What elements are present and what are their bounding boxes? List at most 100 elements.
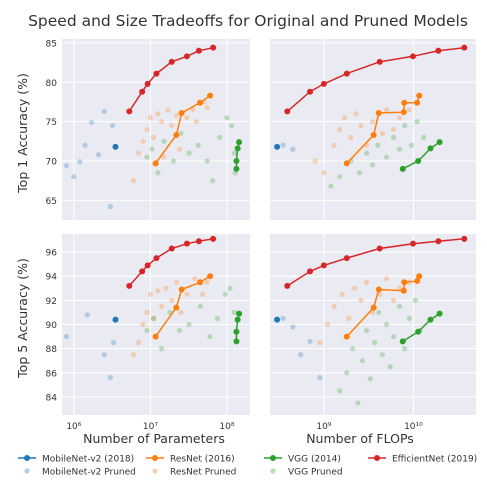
data-point-vgg-pruned: [408, 142, 415, 148]
data-point-mobilenet-pruned: [307, 338, 313, 344]
data-point-vgg-pruned: [375, 142, 381, 148]
series-mobilenet-pruned: [63, 108, 116, 210]
data-point-resnet-pruned: [169, 297, 175, 303]
data-point-resnet-pruned: [331, 142, 337, 148]
data-point-resnet-pruned: [184, 115, 190, 121]
data-point-vgg-pruned: [412, 297, 418, 303]
series-resnet-pruned: [130, 99, 210, 184]
data-point-mobilenet-pruned: [101, 108, 107, 114]
data-point-vgg: [236, 139, 243, 146]
data-point-efficientnet: [435, 47, 442, 54]
data-point-vgg-pruned: [328, 183, 334, 189]
data-point-resnet-pruned: [383, 107, 390, 113]
data-point-vgg-pruned: [337, 174, 343, 180]
data-point-vgg-pruned: [214, 315, 220, 322]
data-point-resnet-pruned: [169, 122, 175, 129]
data-point-resnet-pruned: [358, 122, 364, 129]
y-tick-label: 84: [46, 393, 58, 403]
data-point-efficientnet: [144, 262, 151, 269]
data-point-vgg-pruned: [227, 285, 233, 291]
data-point-efficientnet: [139, 268, 146, 275]
data-point-vgg: [436, 139, 443, 146]
legend-label: ResNet Pruned: [170, 468, 236, 478]
data-point-resnet-pruned: [190, 107, 196, 113]
panel-params-top1: 85 80 75 70 65: [46, 39, 250, 220]
data-point-vgg-pruned: [176, 327, 183, 334]
data-point-vgg-pruned: [144, 154, 150, 160]
series-mobilenet: [112, 143, 119, 150]
data-point-vgg-pruned: [155, 170, 161, 176]
data-point-vgg: [427, 145, 434, 152]
legend-label: VGG (2014): [288, 455, 341, 465]
series-resnet: [152, 273, 214, 340]
data-point-mobilenet-pruned: [290, 324, 296, 330]
legend-point-marker: [270, 455, 276, 461]
data-point-efficientnet: [343, 255, 350, 262]
data-point-resnet-pruned: [321, 170, 327, 176]
data-point-resnet-pruned: [331, 303, 337, 309]
data-point-mobilenet-pruned: [280, 142, 286, 148]
data-point-vgg-pruned: [414, 119, 420, 125]
data-point-resnet: [173, 132, 180, 139]
data-point-mobilenet-pruned: [63, 333, 70, 340]
data-point-vgg-pruned: [204, 158, 210, 164]
data-point-vgg: [233, 165, 240, 172]
data-point-resnet: [152, 160, 159, 167]
data-point-resnet-pruned: [135, 340, 142, 346]
data-point-resnet: [401, 99, 408, 106]
legend-dot-marker: [270, 468, 276, 474]
series-mobilenet-pruned: [280, 142, 296, 152]
legend-item: VGG Pruned: [270, 468, 343, 478]
data-point-resnet: [343, 160, 350, 167]
data-point-vgg: [233, 157, 240, 164]
data-point-mobilenet: [112, 316, 119, 323]
legend-item: MobileNet-v2 (2018): [18, 455, 134, 465]
data-point-efficientnet: [284, 282, 291, 289]
data-point-efficientnet: [410, 53, 417, 60]
data-point-vgg: [399, 338, 406, 345]
data-point-mobilenet: [274, 143, 281, 150]
chart-title: Speed and Size Tradeoffs for Original an…: [28, 12, 468, 30]
series-vgg: [233, 310, 243, 345]
data-point-resnet-pruned: [155, 288, 161, 294]
data-point-vgg-pruned: [383, 154, 390, 160]
data-point-resnet-pruned: [140, 138, 146, 144]
data-point-vgg-pruned: [390, 134, 397, 140]
data-point-efficientnet: [153, 70, 160, 77]
legend-item: ResNet Pruned: [152, 468, 236, 478]
data-point-mobilenet-pruned: [107, 204, 113, 210]
x-axis-label-right: Number of FLOPs: [306, 431, 414, 446]
data-point-efficientnet: [126, 282, 133, 289]
data-point-efficientnet: [320, 80, 327, 87]
legend-label: MobileNet-v2 (2018): [42, 455, 134, 465]
series-vgg-pruned: [144, 285, 237, 352]
data-point-resnet: [416, 92, 423, 99]
legend-label: EfficientNet (2019): [392, 455, 477, 465]
data-point-efficientnet: [461, 235, 468, 242]
data-point-vgg-pruned: [364, 150, 370, 156]
legend-dot-marker: [152, 468, 158, 474]
legend-item: EfficientNet (2019): [368, 455, 477, 465]
data-point-efficientnet: [195, 238, 202, 245]
data-point-vgg-pruned: [231, 150, 237, 156]
x-tick-label: 10⁸: [219, 422, 234, 432]
data-point-vgg-pruned: [195, 142, 201, 148]
data-point-resnet-pruned: [383, 276, 390, 282]
x-tick-label: 10⁷: [143, 422, 158, 432]
data-point-resnet-pruned: [135, 150, 142, 156]
data-point-efficientnet: [183, 53, 190, 60]
data-point-vgg-pruned: [376, 309, 382, 316]
data-point-resnet-pruned: [204, 104, 210, 111]
data-point-vgg-pruned: [355, 400, 361, 406]
data-point-efficientnet: [139, 88, 146, 95]
series-resnet: [152, 92, 214, 167]
data-point-mobilenet-pruned: [317, 374, 323, 381]
data-point-mobilenet-pruned: [63, 163, 70, 169]
data-point-resnet-pruned: [150, 315, 157, 322]
data-point-vgg: [399, 165, 406, 172]
data-point-mobilenet-pruned: [280, 315, 286, 322]
x-axis-label-left: Number of Parameters: [83, 431, 225, 446]
data-point-vgg-pruned: [379, 352, 385, 358]
data-point-vgg-pruned: [210, 178, 216, 184]
data-point-resnet-pruned: [150, 134, 157, 140]
